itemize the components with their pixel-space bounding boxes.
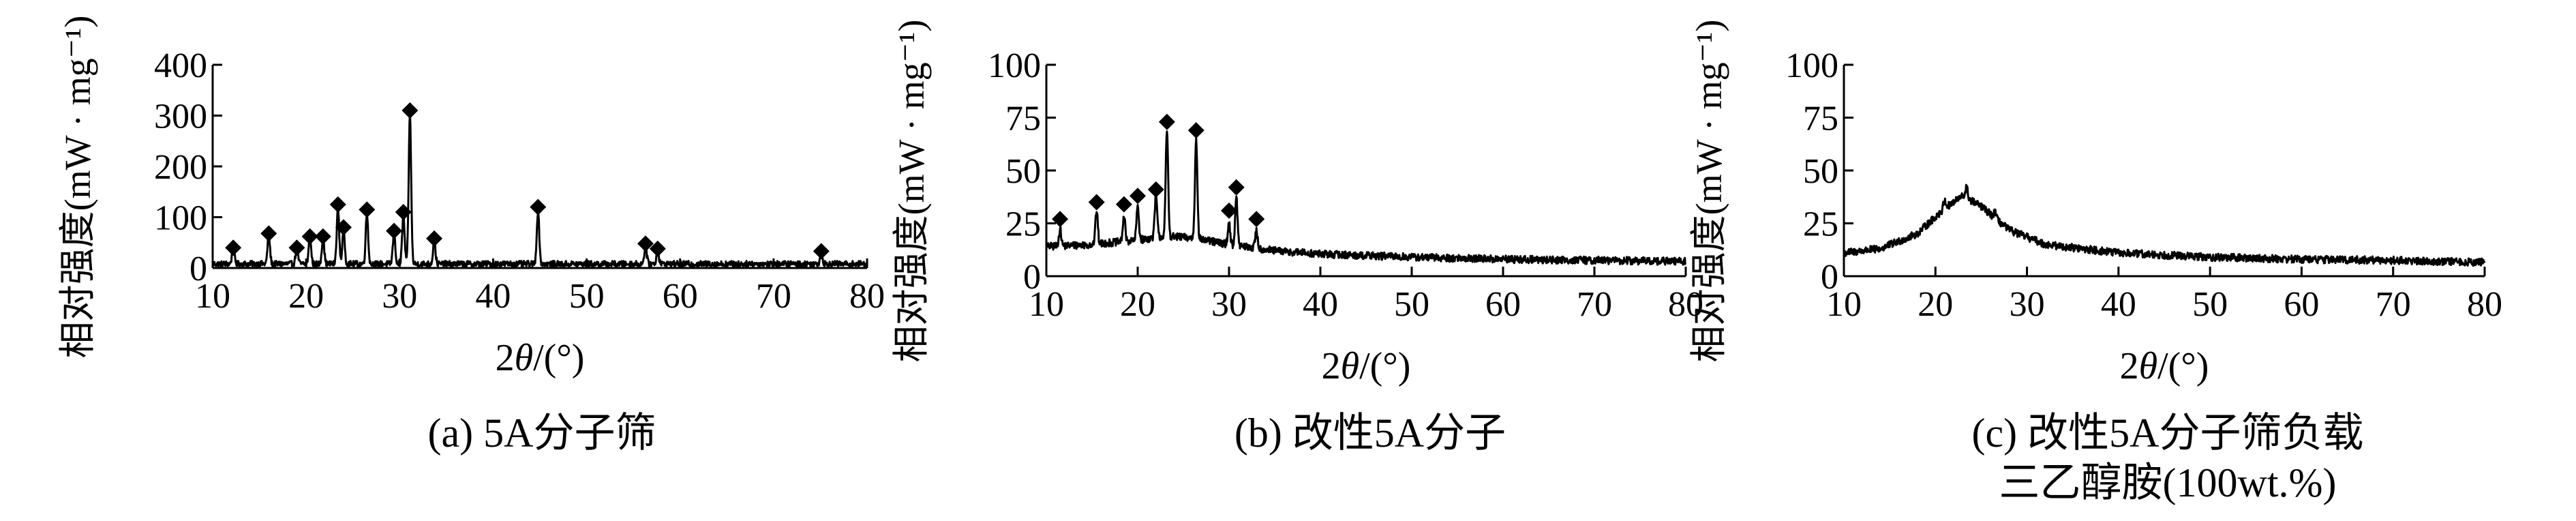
y-tick-label: 50	[1803, 152, 1838, 191]
peak-marker-diamond	[813, 243, 830, 260]
x-tick-label: 40	[1303, 285, 1338, 324]
peak-marker-diamond	[1158, 113, 1175, 130]
peak-marker-diamond	[395, 204, 412, 221]
y-tick-label: 100	[154, 199, 207, 238]
x-tick-label: 20	[288, 277, 324, 316]
peak-marker-diamond	[1115, 196, 1132, 213]
peak-marker-diamond	[1088, 194, 1105, 211]
x-tick-label: 80	[849, 277, 885, 316]
peak-marker-diamond	[359, 201, 376, 218]
y-axis-label: 相对强度(mW · mg⁻¹)	[1688, 20, 1729, 363]
peak-marker-diamond	[1130, 188, 1146, 205]
peak-marker-diamond	[1228, 179, 1245, 196]
peak-marker-diamond	[1221, 202, 1237, 219]
peak-marker-diamond	[1187, 122, 1204, 139]
x-tick-label: 80	[1668, 285, 1703, 324]
peak-marker-diamond	[637, 235, 654, 252]
y-tick-label: 25	[1803, 205, 1838, 244]
panel-caption: (b) 改性5A分子	[1234, 411, 1506, 456]
data-trace-line	[211, 112, 868, 268]
y-tick-label: 25	[1005, 205, 1041, 244]
peak-marker-diamond	[426, 230, 443, 247]
x-tick-label: 60	[2284, 285, 2319, 324]
panel-caption: (c) 改性5A分子筛负载	[1972, 411, 2364, 456]
x-tick-label: 10	[1029, 285, 1064, 324]
x-axis-label: 2θ/(°)	[496, 337, 585, 379]
peak-marker-diamond	[401, 102, 419, 119]
y-tick-label: 75	[1803, 100, 1838, 138]
peak-marker-diamond	[1248, 211, 1265, 228]
x-tick-label: 20	[1120, 285, 1155, 324]
panel-caption: (a) 5A分子筛	[428, 411, 656, 456]
y-tick-label: 75	[1005, 100, 1041, 138]
y-tick-label: 300	[154, 98, 207, 136]
peak-marker-diamond	[335, 219, 352, 236]
peak-marker-diamond	[301, 228, 318, 245]
x-tick-label: 50	[1394, 285, 1429, 324]
y-axis-label: 相对强度(mW · mg⁻¹)	[891, 20, 932, 363]
peak-marker-diamond	[314, 228, 331, 245]
x-tick-label: 50	[2192, 285, 2228, 324]
y-tick-label: 50	[1005, 152, 1041, 191]
data-trace-line	[1045, 130, 1686, 266]
y-tick-label: 0	[1023, 258, 1041, 297]
x-tick-label: 30	[1211, 285, 1247, 324]
x-tick-label: 80	[2467, 285, 2502, 324]
y-tick-label: 0	[190, 250, 207, 288]
peak-marker-diamond	[1052, 211, 1069, 228]
x-tick-label: 40	[475, 277, 511, 316]
x-tick-label: 20	[1918, 285, 1953, 324]
y-tick-label: 400	[154, 46, 207, 85]
peak-marker-diamond	[260, 225, 277, 242]
chart-panel-a: 10 20 30 40 50 60 70 80 0 100 200 300 400 2θ/(°) 相对强度(…	[57, 16, 885, 456]
peak-marker-diamond	[1147, 181, 1164, 198]
x-tick-label: 10	[1826, 285, 1862, 324]
x-tick-label: 50	[569, 277, 605, 316]
y-axis-label: 相对强度(mW · mg⁻¹)	[57, 16, 98, 359]
y-tick-label: 0	[1821, 258, 1838, 297]
y-tick-label: 100	[988, 46, 1041, 85]
peak-marker-diamond	[386, 222, 403, 239]
x-tick-label: 10	[195, 277, 230, 316]
x-tick-label: 40	[2101, 285, 2136, 324]
x-tick-label: 60	[663, 277, 698, 316]
x-tick-label: 70	[756, 277, 791, 316]
chart-panel-c: 10 20 30 40 50 60 70 80 0 25 50 75 100 2θ/(°) 相对强度(mW …	[1688, 20, 2502, 505]
peak-marker-diamond	[288, 239, 305, 256]
panel-caption-line2: 三乙醇胺(100wt.%)	[1999, 460, 2337, 505]
y-tick-label: 200	[154, 148, 207, 187]
peak-marker-diamond	[649, 240, 666, 257]
x-tick-label: 30	[2010, 285, 2045, 324]
x-tick-label: 70	[2376, 285, 2411, 324]
peak-marker-diamond	[225, 239, 242, 256]
x-tick-label: 30	[382, 277, 417, 316]
y-tick-label: 100	[1785, 46, 1838, 85]
peak-marker-diamond	[329, 196, 346, 213]
x-tick-label: 60	[1485, 285, 1521, 324]
peak-marker-diamond	[530, 198, 547, 215]
x-axis-label: 2θ/(°)	[2120, 345, 2209, 387]
x-axis-label: 2θ/(°)	[1322, 345, 1411, 387]
chart-panel-b: 10 20 30 40 50 60 70 80 0 25 50 75 100 2θ/(°) 相对强度(mW …	[891, 20, 1703, 456]
data-trace-line	[1843, 183, 2486, 267]
x-tick-label: 70	[1577, 285, 1612, 324]
